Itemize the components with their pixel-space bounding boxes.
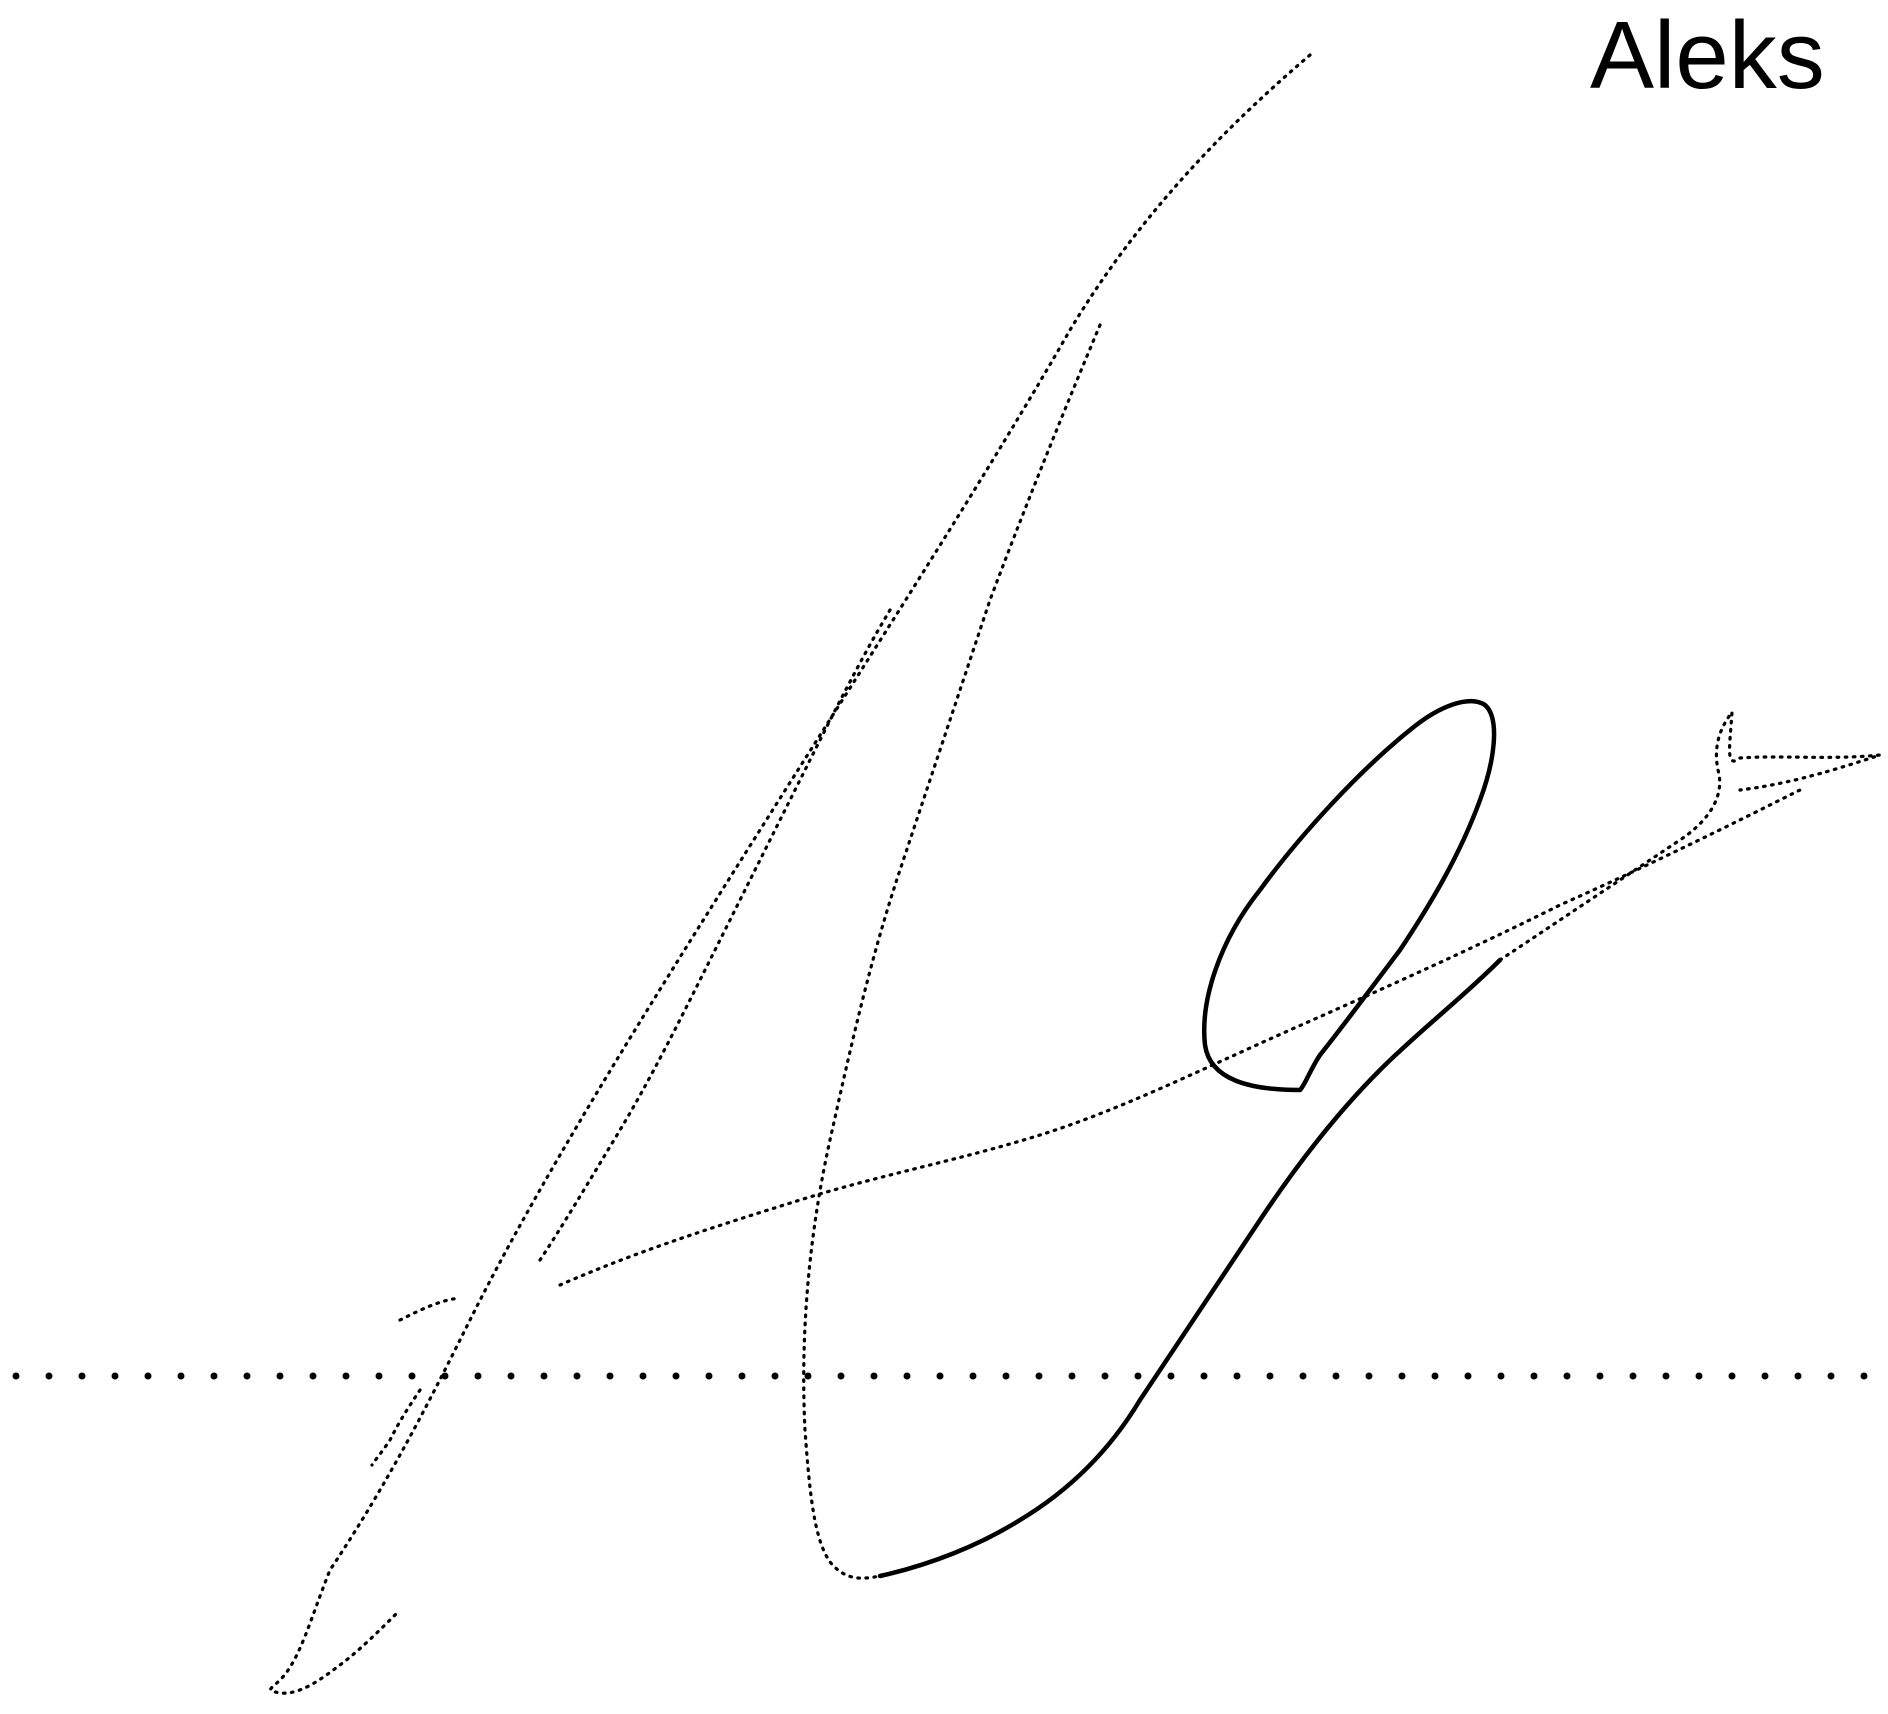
signer-name: Aleks bbox=[1590, 2, 1825, 109]
signature-stroke-flourish bbox=[1498, 710, 1882, 962]
signature-stroke-faint-left bbox=[538, 608, 892, 1262]
signature-stroke-main bbox=[802, 323, 1102, 1580]
signature-stroke-faint-dash bbox=[398, 1296, 462, 1322]
signature-stroke-bottom-loop bbox=[877, 957, 1503, 1579]
signature-stroke-faint-lower bbox=[370, 1388, 422, 1467]
signature-stroke-crossbar bbox=[558, 788, 1802, 1287]
signature-stroke-oval bbox=[1202, 699, 1497, 1093]
signature-stroke-left-descender bbox=[269, 53, 1312, 1695]
